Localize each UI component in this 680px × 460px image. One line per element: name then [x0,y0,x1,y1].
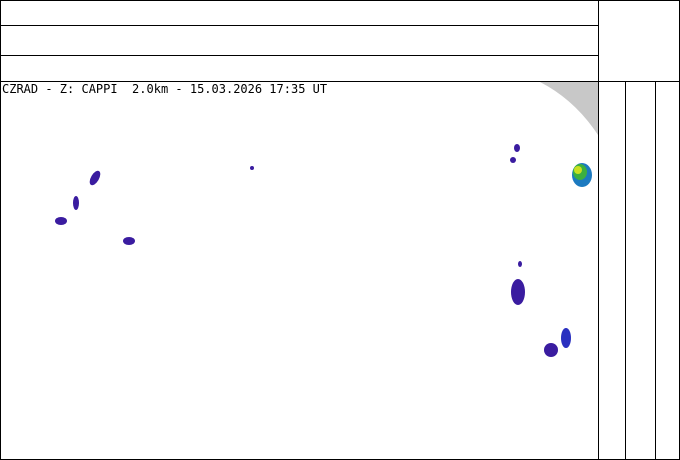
radar-caption: CZRAD - Z: CAPPI 2.0km - 15.03.2026 17:3… [2,82,327,96]
no-coverage-area [540,82,598,135]
echoes [55,144,592,357]
